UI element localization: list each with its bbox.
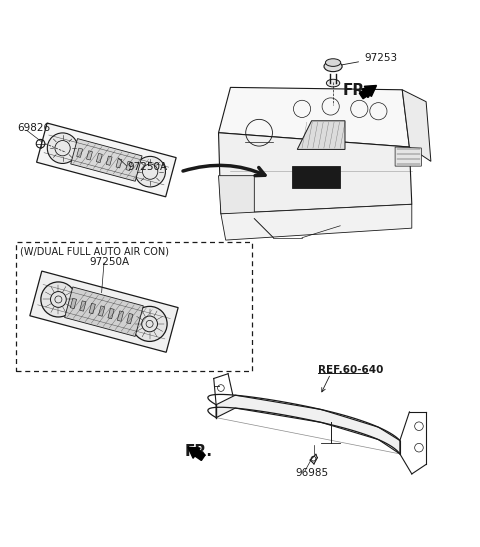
Polygon shape bbox=[80, 301, 86, 311]
Text: 97250A: 97250A bbox=[90, 257, 130, 266]
Polygon shape bbox=[402, 90, 431, 161]
Polygon shape bbox=[126, 161, 132, 171]
Text: FR.: FR. bbox=[343, 83, 371, 98]
Polygon shape bbox=[218, 176, 254, 214]
Polygon shape bbox=[70, 298, 77, 309]
Bar bbox=[16, 242, 252, 371]
Text: 97250A: 97250A bbox=[128, 161, 168, 172]
Polygon shape bbox=[297, 121, 345, 149]
Text: REF.60-640: REF.60-640 bbox=[318, 365, 384, 375]
Polygon shape bbox=[221, 204, 412, 240]
Ellipse shape bbox=[324, 61, 342, 72]
Polygon shape bbox=[292, 166, 340, 188]
Polygon shape bbox=[30, 271, 178, 352]
Polygon shape bbox=[218, 133, 412, 214]
Ellipse shape bbox=[325, 59, 341, 66]
Polygon shape bbox=[127, 313, 133, 324]
Polygon shape bbox=[106, 156, 112, 165]
Polygon shape bbox=[218, 88, 409, 147]
Polygon shape bbox=[65, 287, 144, 336]
FancyArrow shape bbox=[360, 85, 376, 98]
Polygon shape bbox=[216, 395, 400, 454]
Text: 96985: 96985 bbox=[295, 468, 328, 478]
Polygon shape bbox=[77, 148, 83, 158]
Polygon shape bbox=[71, 138, 142, 181]
Polygon shape bbox=[116, 159, 122, 168]
Circle shape bbox=[132, 306, 167, 341]
Text: 97253: 97253 bbox=[341, 53, 397, 65]
Polygon shape bbox=[108, 309, 114, 319]
Polygon shape bbox=[117, 311, 123, 321]
Text: (W/DUAL FULL AUTO AIR CON): (W/DUAL FULL AUTO AIR CON) bbox=[21, 246, 169, 257]
Text: FR.: FR. bbox=[185, 445, 213, 459]
FancyArrow shape bbox=[188, 447, 205, 461]
Polygon shape bbox=[89, 304, 96, 314]
Polygon shape bbox=[36, 123, 176, 197]
Polygon shape bbox=[86, 151, 93, 160]
Circle shape bbox=[48, 133, 78, 164]
Circle shape bbox=[135, 156, 166, 187]
Polygon shape bbox=[98, 306, 105, 316]
Ellipse shape bbox=[326, 79, 340, 87]
Text: 69826: 69826 bbox=[17, 124, 50, 133]
Polygon shape bbox=[96, 153, 102, 162]
Circle shape bbox=[41, 282, 76, 317]
Polygon shape bbox=[395, 147, 421, 166]
